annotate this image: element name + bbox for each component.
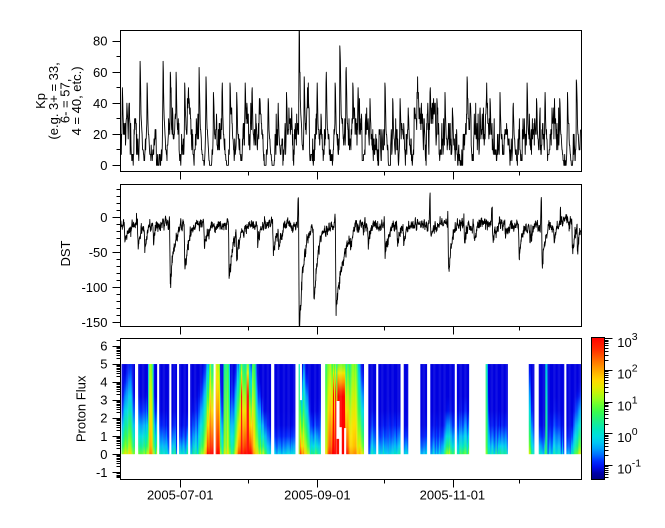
svg-text:6: 6 xyxy=(100,339,107,354)
svg-text:0: 0 xyxy=(100,447,107,462)
svg-text:2005-07-01: 2005-07-01 xyxy=(147,488,214,503)
svg-text:DST: DST xyxy=(58,240,73,266)
svg-text:-150: -150 xyxy=(81,315,107,330)
svg-text:1: 1 xyxy=(100,429,107,444)
svg-text:60: 60 xyxy=(93,65,107,80)
svg-text:6- = 57,: 6- = 57, xyxy=(58,79,73,123)
svg-text:0: 0 xyxy=(100,210,107,225)
svg-text:5: 5 xyxy=(100,357,107,372)
svg-text:4 = 40, etc.): 4 = 40, etc.) xyxy=(69,66,84,135)
svg-text:3: 3 xyxy=(100,393,107,408)
svg-text:0: 0 xyxy=(100,158,107,173)
svg-text:2005-11-01: 2005-11-01 xyxy=(420,488,486,503)
svg-text:-50: -50 xyxy=(89,245,108,260)
svg-text:2: 2 xyxy=(100,411,107,426)
svg-text:-1: -1 xyxy=(96,465,108,480)
svg-text:40: 40 xyxy=(93,96,107,111)
svg-text:(e.g. 3+ = 33,: (e.g. 3+ = 33, xyxy=(46,62,61,139)
svg-text:20: 20 xyxy=(93,127,107,142)
svg-text:-100: -100 xyxy=(81,280,107,295)
svg-text:Proton Flux: Proton Flux xyxy=(74,375,89,442)
svg-text:2005-09-01: 2005-09-01 xyxy=(284,488,351,503)
svg-text:4: 4 xyxy=(100,375,107,390)
svg-text:80: 80 xyxy=(93,34,107,49)
svg-text:Kp: Kp xyxy=(33,93,48,109)
